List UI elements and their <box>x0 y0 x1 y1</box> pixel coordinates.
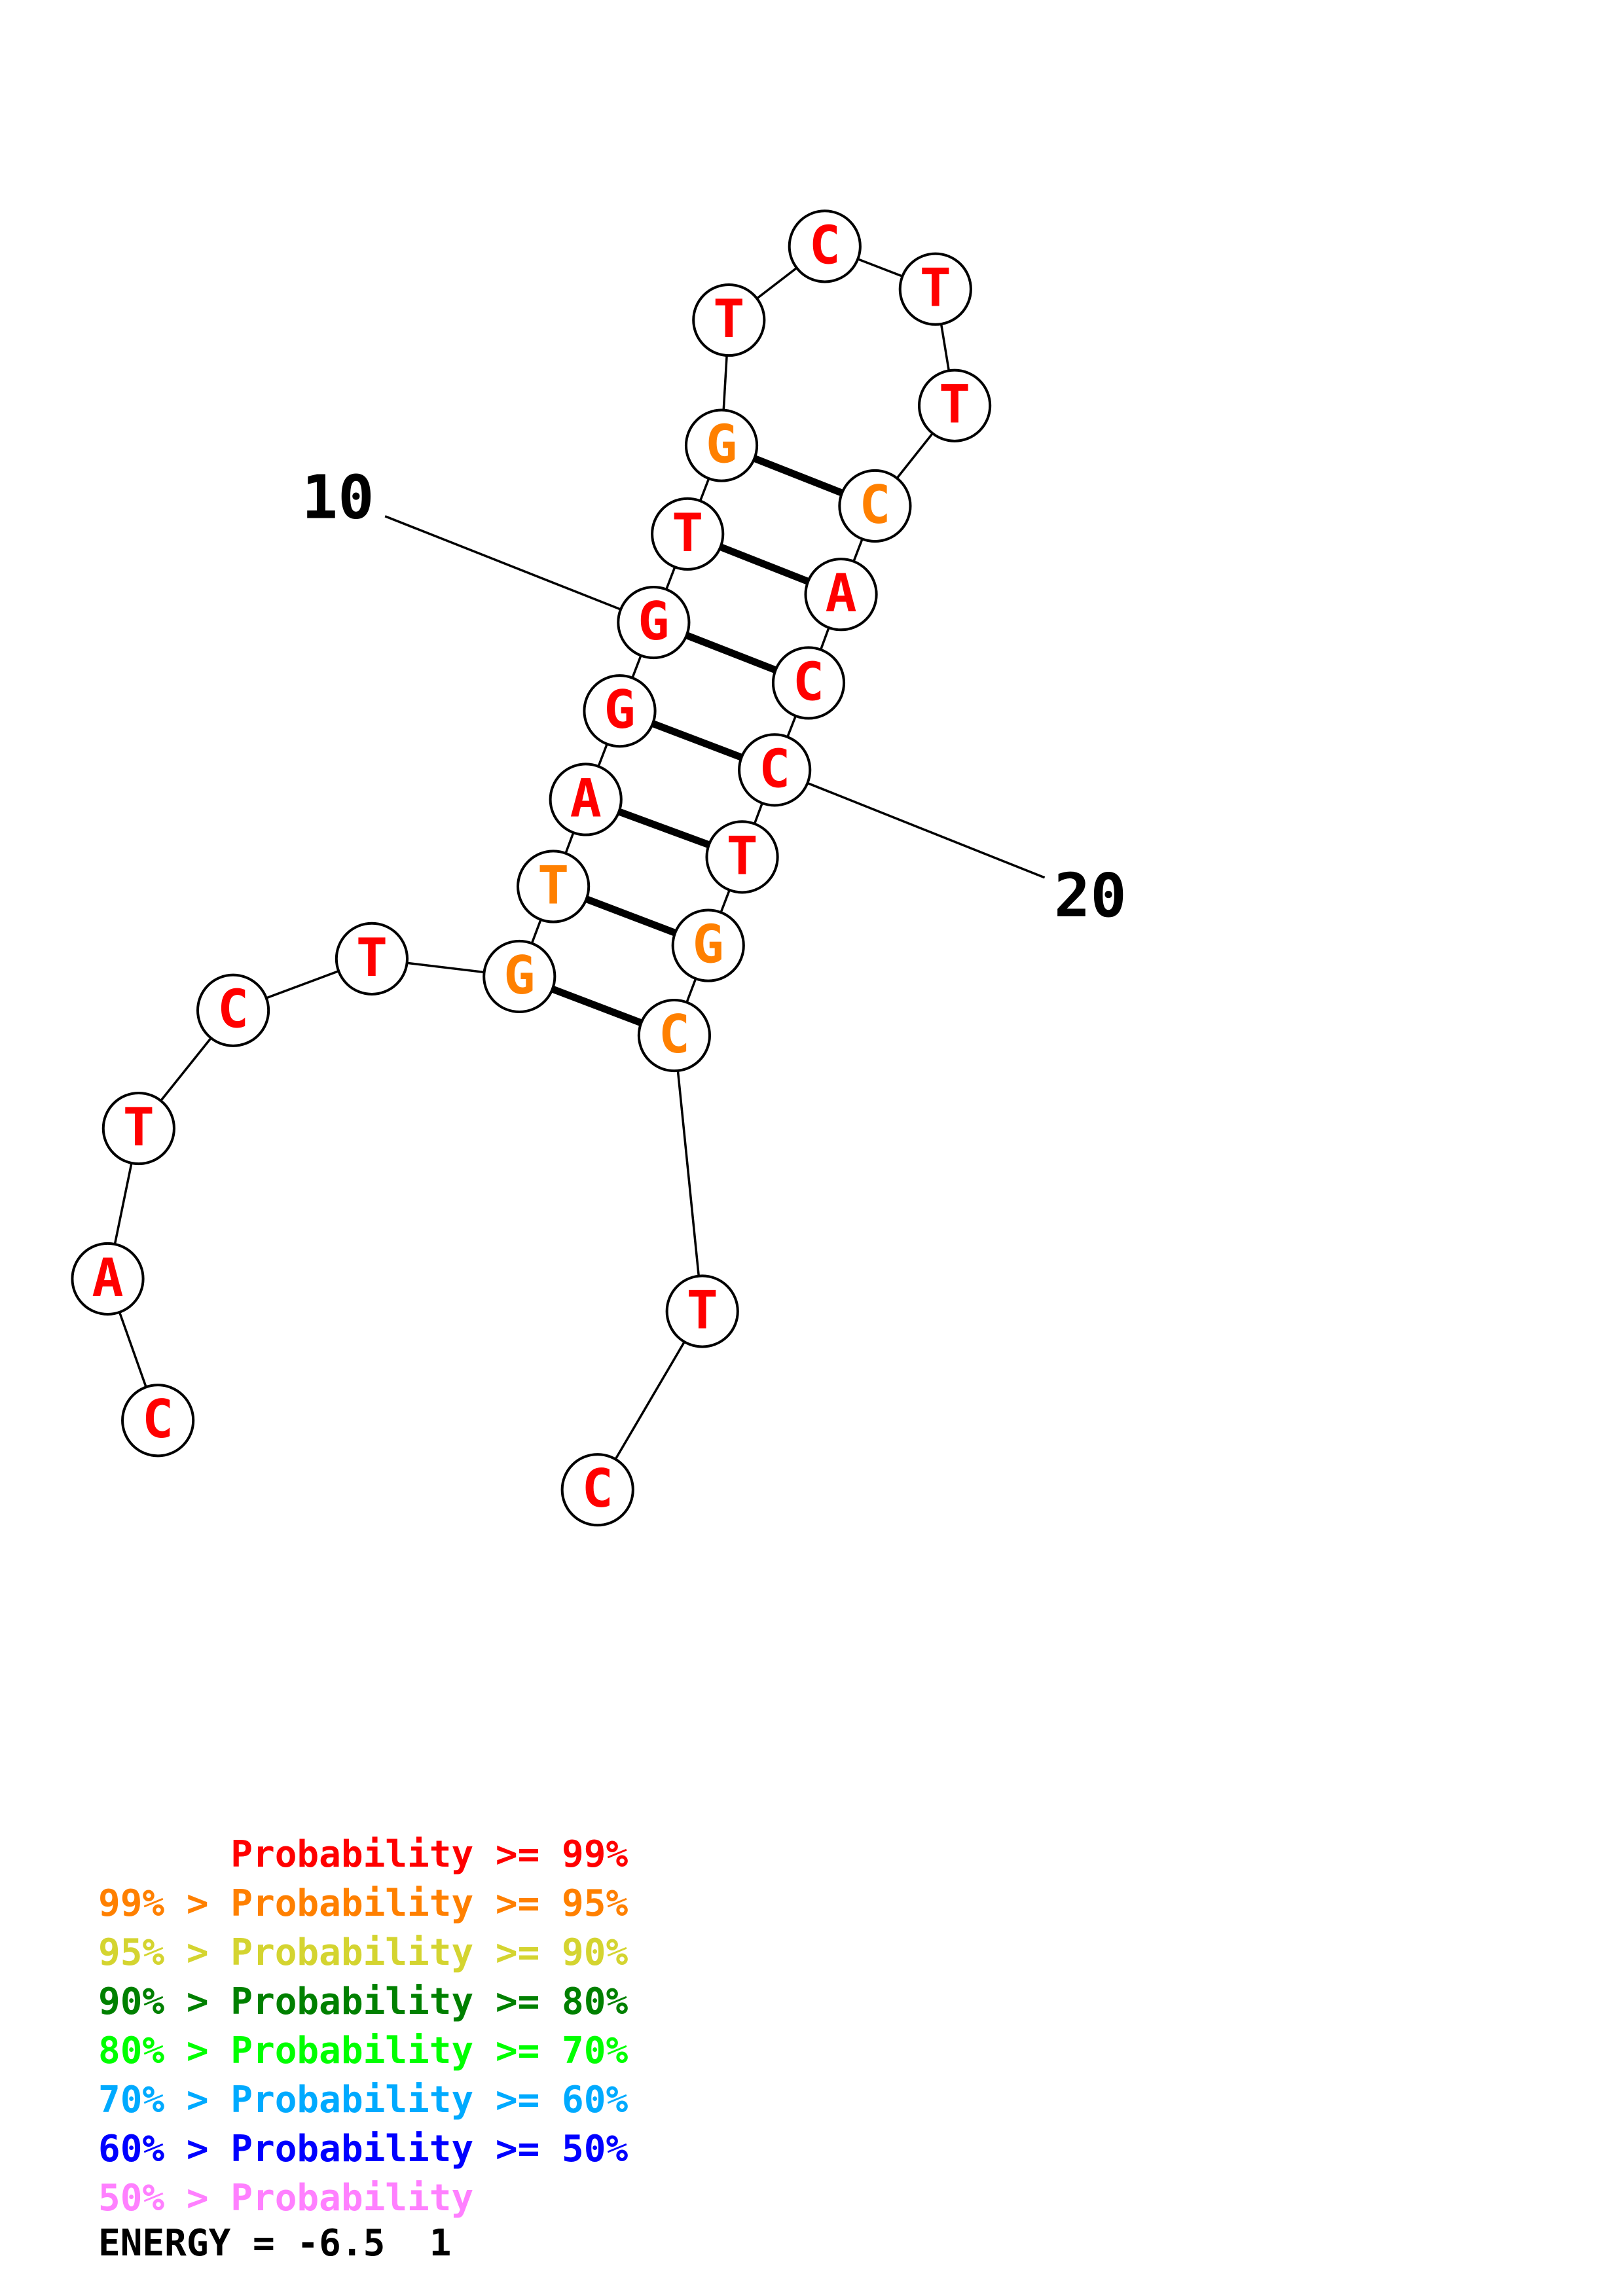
nucleotide: C <box>838 469 912 543</box>
nucleotide-letter: C <box>759 738 790 799</box>
nucleotide-letter: T <box>356 927 388 988</box>
nucleotide-letter: A <box>825 563 856 624</box>
nucleotide-letter: C <box>859 475 890 535</box>
nucleotide-letter: C <box>582 1458 613 1519</box>
nucleotide: A <box>71 1242 145 1316</box>
nucleotide-circle <box>671 908 745 982</box>
nucleotide-letter: G <box>693 914 724 975</box>
nucleotide-circle <box>71 1242 145 1316</box>
nucleotide-circle <box>483 939 556 1013</box>
nucleotide: C <box>121 1384 195 1458</box>
nucleotide: C <box>560 1453 634 1527</box>
nucleotide-circle <box>560 1453 634 1527</box>
nucleotide-circle <box>196 973 270 1047</box>
position-label-layer: 10 20 <box>302 463 1127 931</box>
nucleotide: T <box>517 850 591 924</box>
nucleotide-circle <box>549 762 623 836</box>
nucleotide-circle <box>738 733 812 807</box>
nucleotide: T <box>692 283 766 357</box>
legend-entry: 99% > Probability >= 95% <box>98 1882 629 1925</box>
position-label-leader <box>384 515 655 624</box>
nucleotide: C <box>637 998 711 1073</box>
nucleotide-circle <box>335 922 409 996</box>
nucleotide-circle <box>838 469 912 543</box>
nucleotide: G <box>583 674 657 748</box>
nucleotide-circle <box>918 368 992 442</box>
nucleotide-circle <box>651 497 725 571</box>
nucleotide-letter: T <box>713 289 744 350</box>
legend-entry: Probability >= 99% <box>98 1833 629 1876</box>
nucleotide: C <box>788 209 862 283</box>
nucleotide-circle <box>684 408 759 482</box>
legend-entry: 50% > Probability <box>98 2177 474 2219</box>
legend-entry: 95% > Probability >= 90% <box>98 1931 629 1974</box>
nucleotide-letter: G <box>706 414 737 475</box>
nucleotide-circle <box>665 1274 739 1348</box>
nucleotide-letter: G <box>638 591 669 652</box>
nucleotide-circle <box>517 850 591 924</box>
nucleotide-circle <box>692 283 766 357</box>
nucleotide-letter: A <box>92 1247 123 1308</box>
nucleotide-circle <box>101 1091 175 1166</box>
nucleotide-circle <box>637 998 711 1073</box>
nucleotide: A <box>549 762 623 836</box>
nucleotide-letter: G <box>604 679 635 740</box>
nucleotide-letter: T <box>538 855 569 916</box>
nucleotide-letter: G <box>503 945 535 1006</box>
nucleotide-letter: T <box>687 1280 718 1340</box>
legend-entry: 90% > Probability >= 80% <box>98 1981 629 2023</box>
position-label-leader <box>774 768 1046 879</box>
nucleotide: G <box>483 939 556 1013</box>
backbone-link <box>673 1035 704 1312</box>
nucleotide: T <box>101 1091 175 1166</box>
nucleotide-letter: T <box>123 1097 155 1158</box>
nucleotide-letter: T <box>726 825 757 886</box>
nucleotide-circle <box>617 585 691 660</box>
nucleotide-letter: C <box>142 1389 173 1450</box>
nucleotide-circle <box>583 674 657 748</box>
nucleotide: G <box>617 585 691 660</box>
nucleotide: G <box>684 408 759 482</box>
nucleotide-letter: C <box>793 651 824 712</box>
energy-label: ENERGY = -6.5 1 <box>98 2222 452 2265</box>
nucleotide-letter: C <box>217 979 249 1040</box>
nucleotide-letter: C <box>809 215 841 276</box>
nucleotide-letter: A <box>570 768 602 829</box>
position-label: 10 <box>302 463 374 533</box>
nucleotide: T <box>651 497 725 571</box>
nucleotide-letter: C <box>659 1004 690 1065</box>
nucleotide-circle <box>121 1384 195 1458</box>
nucleotide-letter: T <box>920 258 951 319</box>
nucleotide: T <box>918 368 992 442</box>
nucleotide: C <box>196 973 270 1047</box>
nucleotide: A <box>804 558 878 632</box>
legend-entry: 70% > Probability >= 60% <box>98 2079 629 2121</box>
nucleotide-circle <box>788 209 862 283</box>
nucleotide: C <box>738 733 812 807</box>
legend-entry: 60% > Probability >= 50% <box>98 2128 629 2170</box>
nucleotide: G <box>671 908 745 982</box>
nucleotide-letter: T <box>939 374 970 435</box>
nucleotide-circle <box>804 558 878 632</box>
nucleotide-circle <box>771 646 846 720</box>
position-label: 20 <box>1054 861 1127 931</box>
nucleotide: T <box>898 252 972 326</box>
nucleotide-letter: T <box>672 503 703 564</box>
nucleotide-circle <box>705 820 779 894</box>
nucleotide: T <box>335 922 409 996</box>
legend-entry: 80% > Probability >= 70% <box>98 2030 629 2072</box>
nucleotide: T <box>705 820 779 894</box>
nucleotide-circle <box>898 252 972 326</box>
nucleotide: C <box>771 646 846 720</box>
nucleotide: T <box>665 1274 739 1348</box>
